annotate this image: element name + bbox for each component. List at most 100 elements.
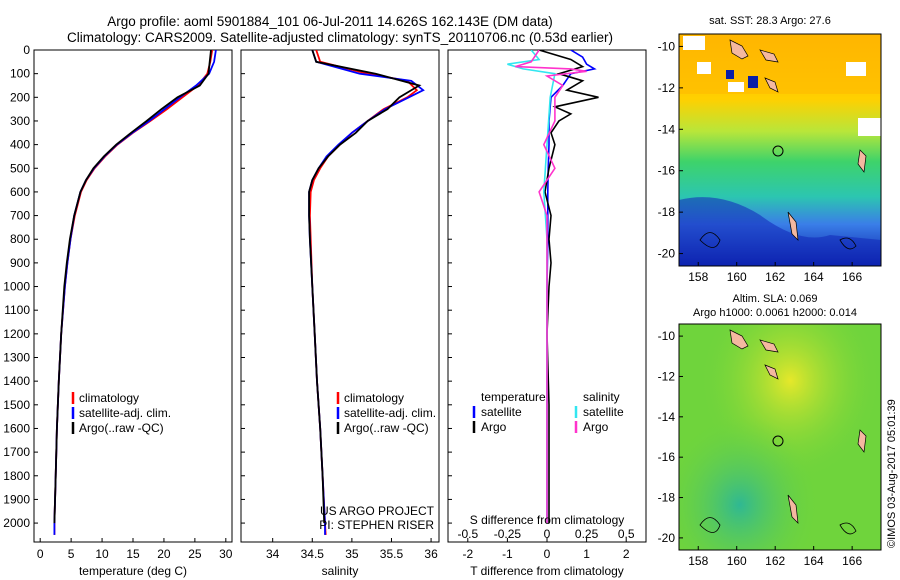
- series-line-climatology: [53, 50, 214, 535]
- salinity-axis-label: salinity: [322, 564, 359, 578]
- depth-tick-label: 100: [10, 67, 30, 81]
- salinity-difference-x-axis: -0.5 -0.25 0 0.25 0.5: [457, 527, 634, 541]
- lon-tick-label: 162: [765, 554, 785, 568]
- difference-legend: temperature salinity satellite Argo sate…: [472, 390, 624, 434]
- x-tick-label: 10: [95, 547, 109, 561]
- depth-tick-label: 1800: [3, 469, 30, 483]
- header-subtitle: Climatology: CARS2009. Satellite-adjuste…: [67, 30, 613, 45]
- depth-tick-label: 1400: [3, 374, 30, 388]
- lon-tick-label: 164: [804, 554, 824, 568]
- sst-cloud-gap: [846, 62, 866, 76]
- sla-map-title: Altim. SLA: 0.069: [733, 293, 818, 305]
- lat-tick-label: -14: [658, 410, 676, 424]
- depth-tick-label: 700: [10, 209, 30, 223]
- x-tick-label: 34.5: [301, 547, 325, 561]
- s-difference-axis-label: S difference from climatology: [470, 513, 625, 527]
- sst-cloud-gap: [728, 82, 744, 92]
- x-tick-label: 30: [219, 547, 233, 561]
- depth-tick-label: 1600: [3, 421, 30, 435]
- sst-cold-pixel: [726, 70, 734, 79]
- legend-label: satellite-adj. clim.: [79, 406, 171, 420]
- x-tick-label: -1: [502, 547, 513, 561]
- lon-tick-label: 162: [765, 270, 785, 284]
- legend-title-temperature: temperature: [481, 390, 546, 404]
- depth-tick-label: 2000: [3, 516, 30, 530]
- s-difference-tick-label: -0.25: [494, 527, 522, 541]
- legend-label: satellite: [481, 405, 522, 419]
- island-icon: [857, 429, 867, 453]
- lon-tick-label: 166: [842, 270, 862, 284]
- lat-tick-label: -10: [658, 329, 676, 343]
- sst-cold-pixel: [748, 76, 758, 88]
- lat-tick-label: -16: [658, 450, 676, 464]
- argo-float-marker: [772, 145, 784, 157]
- lat-tick-label: -14: [658, 122, 676, 136]
- depth-tick-label: 1300: [3, 351, 30, 365]
- lat-tick-label: -16: [658, 164, 676, 178]
- difference-x-axis: -2 -1 0 1 2: [462, 538, 630, 561]
- s-difference-tick-label: 0.5: [618, 527, 635, 541]
- lat-tick-label: -20: [658, 247, 676, 261]
- salinity-plot-frame: [240, 49, 440, 543]
- sst-map-frame: [678, 33, 882, 267]
- lat-tick-label: -18: [658, 491, 676, 505]
- sst-cloud-gap: [683, 36, 705, 50]
- legend-label: Argo(..raw -QC): [79, 421, 164, 435]
- x-tick-label: 36: [424, 547, 438, 561]
- depth-tick-label: 800: [10, 232, 30, 246]
- x-tick-label: 35.5: [380, 547, 404, 561]
- sla-map: [678, 323, 882, 551]
- temperature-profile-lines: [53, 50, 217, 535]
- island-icon: [787, 494, 799, 524]
- s-difference-tick-label: 0.25: [575, 527, 599, 541]
- island-icon: [857, 149, 867, 173]
- x-tick-label: 15: [126, 547, 140, 561]
- sst-cloud-gap: [858, 118, 881, 136]
- island-icon: [729, 39, 749, 60]
- lon-tick-label: 158: [688, 554, 708, 568]
- lat-tick-label: -10: [658, 39, 676, 53]
- salinity-x-axis: 34 34.5 35 35.5 36: [266, 538, 438, 561]
- x-tick-label: 0: [544, 547, 551, 561]
- legend-label: satellite-adj. clim.: [344, 406, 436, 420]
- series-line-t-argo: [538, 50, 599, 524]
- salinity-profile-lines: [308, 50, 425, 535]
- sla-low-anomaly: [679, 324, 881, 550]
- x-tick-label: 2: [623, 547, 630, 561]
- depth-axis: 0 100 200 300 400 500 600 700 800 900 1000 1100 1200…: [3, 43, 452, 530]
- difference-profile-lines: [507, 50, 599, 524]
- lat-tick-label: -20: [658, 531, 676, 545]
- depth-tick-label: 500: [10, 161, 30, 175]
- series-line-argo-raw-qc-: [53, 50, 212, 524]
- sst-map-axes: 158 160 162 164 166 -10 -12 -14 -16 -18 -20: [658, 39, 863, 284]
- temperature-x-axis: 0 5 10 15 20 25 30: [37, 538, 233, 561]
- lon-tick-label: 164: [804, 270, 824, 284]
- sla-map-frame: [678, 323, 882, 551]
- legend-label: climatology: [344, 391, 404, 405]
- depth-tick-label: 200: [10, 90, 30, 104]
- header-title: Argo profile: aoml 5901884_101 06-Jul-20…: [107, 14, 553, 29]
- sla-map-axes: 158 160 162 164 166 -10 -12 -14 -16 -18 -20: [658, 329, 863, 568]
- depth-tick-label: 1200: [3, 327, 30, 341]
- sst-map-title: sat. SST: 28.3 Argo: 27.6: [709, 15, 831, 27]
- pi-annotation: PI: STEPHEN RISER: [319, 518, 434, 532]
- x-tick-label: 35: [345, 547, 359, 561]
- depth-tick-label: 1900: [3, 492, 30, 506]
- x-tick-label: -2: [462, 547, 473, 561]
- depth-tick-label: 400: [10, 138, 30, 152]
- bathymetry-contour: [699, 232, 857, 250]
- lon-tick-label: 160: [727, 554, 747, 568]
- legend-label: Argo: [481, 420, 507, 434]
- island-icon: [759, 339, 779, 353]
- legend-label: Argo: [583, 420, 609, 434]
- s-difference-tick-label: -0.5: [457, 527, 478, 541]
- argo-float-marker: [772, 435, 784, 447]
- sst-cold-pool: [679, 197, 881, 266]
- island-icon: [729, 329, 749, 350]
- temperature-axis-label: temperature (deg C): [79, 564, 187, 578]
- depth-tick-label: 1100: [4, 303, 30, 317]
- imos-timestamp: ©IMOS 03-Aug-2017 05:01:39: [886, 399, 898, 548]
- bathymetry-contour: [699, 517, 857, 535]
- depth-tick-label: 1000: [3, 280, 30, 294]
